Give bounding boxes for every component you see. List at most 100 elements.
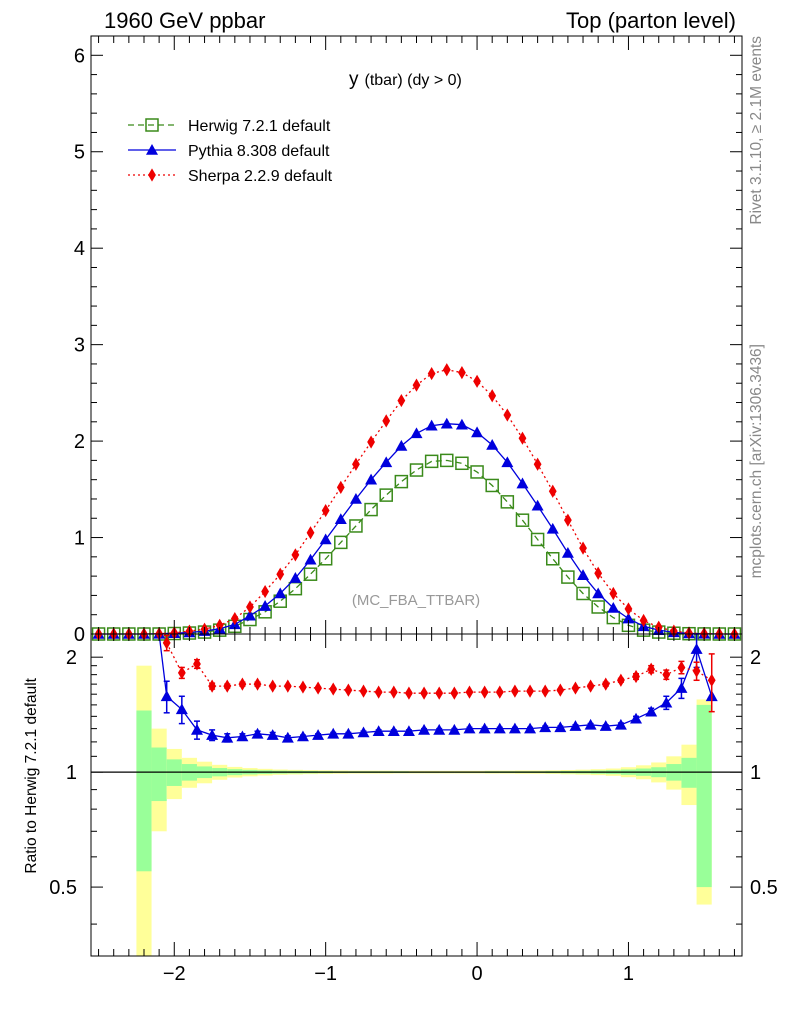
ratio-point-sherpa: [707, 673, 716, 687]
data-point-pythia: [501, 456, 514, 468]
ratio-point-sherpa: [556, 683, 565, 697]
ratio-point-pythia: [675, 682, 688, 693]
plot-title-main: y: [349, 69, 359, 90]
ratio-point-sherpa: [495, 685, 504, 699]
main-y-tick-label: 5: [74, 142, 85, 164]
data-point-sherpa: [321, 503, 330, 518]
ratio-point-pythia: [418, 723, 431, 735]
data-point-pythia: [304, 553, 317, 565]
data-point-herwig: [561, 570, 575, 584]
ratio-point-sherpa: [662, 668, 671, 682]
uncertainty-band-stat: [696, 704, 712, 888]
ratio-point-sherpa: [329, 682, 338, 696]
data-point-pythia: [561, 546, 574, 558]
ratio-x-tick-label: −1: [314, 963, 337, 985]
ratio-point-sherpa: [571, 681, 580, 695]
ratio-x-tick-label: −2: [163, 963, 186, 985]
ratio-point-pythia: [281, 731, 294, 743]
ratio-point-pythia: [251, 727, 264, 739]
ratio-line-sherpa: [166, 642, 713, 694]
data-point-sherpa: [563, 513, 572, 527]
ratio-point-sherpa: [601, 677, 610, 691]
main-y-axis: 0 1 2 3 4 5 6: [74, 45, 742, 646]
data-point-herwig: [318, 552, 333, 566]
ratio-point-sherpa: [389, 685, 398, 699]
data-point-sherpa: [488, 389, 497, 403]
ratio-point-pythia: [296, 730, 309, 742]
ratio-point-pythia: [175, 703, 188, 715]
data-point-sherpa: [397, 393, 406, 408]
data-point-sherpa: [427, 366, 436, 381]
data-point-pythia: [471, 426, 484, 438]
ratio-point-pythia: [312, 729, 325, 740]
data-point-sherpa: [473, 374, 481, 388]
data-point-pythia: [622, 612, 635, 624]
analysis-watermark: (MC_FBA_TTBAR): [352, 592, 480, 609]
data-point-sherpa: [352, 457, 360, 471]
ratio-point-pythia: [493, 722, 506, 734]
plot-title-sub: (tbar) (dy > 0): [365, 72, 462, 89]
ratio-point-pythia: [584, 718, 597, 730]
ratio-point-sherpa: [420, 686, 428, 700]
ratio-point-sherpa: [450, 686, 459, 700]
main-y-tick-label: 3: [74, 335, 85, 357]
header-process-label: Top (parton level): [566, 8, 736, 33]
ratio-point-pythia: [357, 726, 370, 738]
uncertainty-band-stat: [681, 757, 697, 788]
ratio-point-sherpa: [253, 677, 262, 691]
ratio-point-sherpa: [223, 679, 232, 693]
ratio-point-pythia: [387, 725, 400, 736]
ratio-point-sherpa: [435, 686, 444, 700]
data-point-sherpa: [503, 408, 512, 422]
ratio-y-tick-label: 2: [66, 647, 77, 669]
ratio-point-sherpa: [526, 684, 534, 698]
ratio-point-sherpa: [465, 685, 474, 699]
ratio-point-sherpa: [541, 684, 550, 698]
data-point-herwig: [546, 552, 560, 566]
ratio-point-pythia: [569, 720, 582, 731]
ratio-point-pythia: [630, 712, 643, 724]
data-point-sherpa: [442, 363, 451, 377]
ratio-point-sherpa: [374, 685, 383, 699]
data-point-pythia: [607, 601, 620, 613]
ratio-point-sherpa: [283, 679, 292, 693]
uncertainty-band-stat: [136, 710, 152, 872]
ratio-point-pythia: [236, 730, 249, 742]
main-y-tick-label: 2: [74, 431, 85, 453]
ratio-y-axis: 0.5 0.5 1 1 2 2: [49, 647, 778, 925]
plot-title: y (tbar) (dy > 0): [349, 69, 462, 90]
data-point-sherpa: [548, 484, 557, 498]
data-point-herwig: [500, 495, 515, 509]
ratio-point-sherpa: [162, 636, 171, 650]
ratio-point-pythia: [645, 705, 658, 717]
data-point-pythia: [440, 417, 453, 429]
ratio-point-pythia: [160, 690, 173, 702]
ratio-x-tick-label: 0: [471, 963, 482, 985]
legend-label: Pythia 8.308 default: [188, 143, 330, 160]
ratio-point-sherpa: [268, 679, 277, 693]
ratio-series-layer: [158, 633, 718, 743]
ratio-point-sherpa: [586, 679, 595, 693]
ratio-point-pythia: [433, 723, 446, 735]
ratio-point-pythia: [690, 643, 703, 654]
ratio-point-pythia: [206, 729, 219, 740]
legend-marker: [146, 144, 158, 155]
data-point-pythia: [319, 533, 332, 545]
data-point-herwig: [530, 532, 545, 547]
data-point-pythia: [395, 439, 408, 451]
data-point-pythia: [531, 499, 544, 511]
data-point-sherpa: [533, 457, 542, 471]
ratio-plot-frame: [90, 633, 743, 957]
data-point-pythia: [592, 587, 605, 599]
legend-marker: [148, 168, 156, 182]
data-point-pythia: [516, 477, 529, 489]
data-point-sherpa: [261, 584, 270, 599]
ratio-point-pythia: [221, 731, 234, 743]
data-point-sherpa: [579, 541, 587, 555]
ratio-point-pythia: [372, 725, 385, 736]
legend-marker: [145, 118, 159, 132]
data-point-sherpa: [609, 586, 618, 601]
ratio-plot-panel: 0.5 0.5 1 1 2 2 −2 −1 0 1 Ratio to Herwig 7.2.1 …: [23, 633, 778, 985]
ratio-uncertainty-bands: [91, 665, 742, 956]
